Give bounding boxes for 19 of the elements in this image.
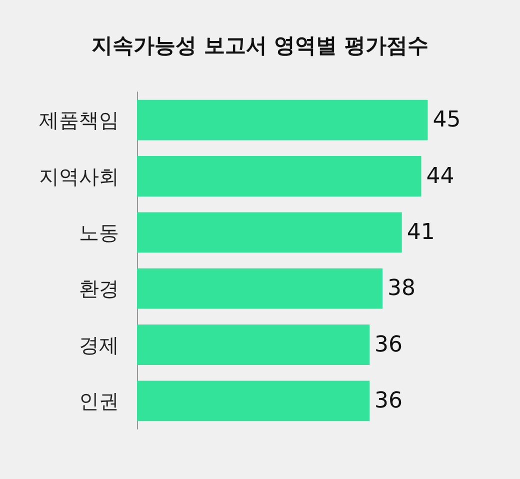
y-tick-label: 환경 [79, 276, 119, 301]
bar [137, 212, 402, 253]
bar [137, 156, 422, 196]
y-tick-label: 제품책임 [39, 108, 119, 132]
data-label: 36 [374, 388, 403, 414]
y-tick-label: 인권 [79, 388, 119, 413]
data-label: 38 [387, 276, 416, 302]
data-label: 41 [406, 220, 435, 245]
data-label: 44 [426, 164, 454, 189]
bar [137, 100, 428, 140]
data-label: 45 [432, 108, 461, 133]
data-label: 36 [374, 332, 403, 358]
bar [137, 380, 370, 422]
chart-title: 지속가능성 보고서 영역별 평가점수 [92, 34, 428, 58]
y-tick-label: 경제 [79, 332, 119, 357]
y-tick-label: 노동 [79, 220, 119, 244]
bar [137, 268, 382, 309]
y-tick-label: 지역사회 [39, 164, 119, 188]
bar [137, 324, 370, 365]
